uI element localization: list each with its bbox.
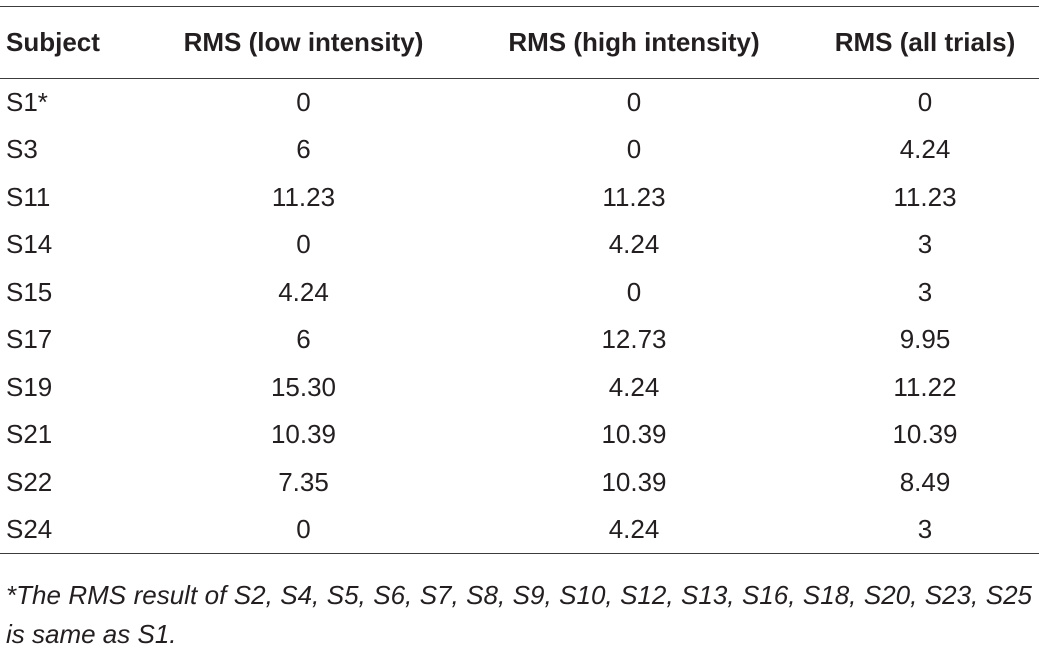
table-row: S21 10.39 10.39 10.39: [0, 411, 1039, 459]
cell-subject: S11: [6, 181, 51, 212]
cell-rms-low: 6: [296, 324, 311, 355]
table-row: S24 0 4.24 3: [0, 506, 1039, 554]
table-row: S1* 0 0 0: [0, 78, 1039, 126]
cell-rms-low: 4.24: [278, 276, 329, 307]
cell-subject: S1*: [6, 87, 48, 117]
cell-rms-all: 4.24: [899, 134, 951, 165]
cell-rms-high: 4.24: [608, 229, 660, 260]
table-row: S22 7.35 10.39 8.49: [0, 458, 1039, 506]
cell-rms-all: 3: [917, 276, 933, 307]
cell-subject: S3: [6, 134, 38, 165]
cell-rms-high: 0: [626, 87, 642, 117]
cell-rms-high: 4.24: [457, 506, 811, 554]
rms-table: Subject RMS (low intensity) RMS (high in…: [0, 6, 1039, 554]
cell-rms-low: 7.35: [278, 466, 329, 497]
cell-rms-all: 0: [917, 87, 933, 117]
header-rms-high-intensity: RMS (high intensity): [457, 6, 811, 79]
header-rms-all-trials: RMS (all trials): [811, 6, 1039, 79]
table-row: S17 6 12.73 9.95: [0, 316, 1039, 364]
header-rms-low-intensity: RMS (low intensity): [150, 6, 457, 79]
cell-rms-low: 0: [296, 87, 311, 117]
table-row: S14 0 4.24 3: [0, 221, 1039, 269]
cell-rms-all: 11.23: [893, 181, 957, 212]
table-footnote: *The RMS result of S2, S4, S5, S6, S7, S…: [6, 580, 1032, 649]
table-header: Subject RMS (low intensity) RMS (high in…: [0, 6, 1039, 79]
cell-subject: S17: [6, 324, 53, 355]
cell-rms-all: 3: [811, 506, 1039, 554]
cell-rms-low: 10.39: [270, 419, 337, 450]
cell-rms-all: 8.49: [899, 466, 951, 497]
cell-rms-high: 4.24: [608, 371, 660, 402]
cell-rms-low: 6: [296, 134, 311, 165]
cell-rms-low: 15.30: [270, 371, 337, 402]
table-body: S1* 0 0 0 S3 6 0 4.24 S11 11.23 11.23 11…: [0, 78, 1039, 554]
table-row: S11 11.23 11.23 11.23: [0, 173, 1039, 221]
cell-subject: S14: [6, 229, 53, 260]
table-row: S19 15.30 4.24 11.22: [0, 363, 1039, 411]
cell-subject: S19: [6, 371, 53, 402]
cell-rms-high: 10.39: [601, 466, 667, 497]
table-row: S3 6 0 4.24: [0, 126, 1039, 174]
cell-rms-high: 0: [626, 134, 642, 165]
cell-subject: S22: [6, 466, 53, 497]
cell-subject: S24: [0, 506, 150, 554]
cell-rms-all: 3: [917, 229, 933, 260]
header-subject: Subject: [0, 6, 150, 79]
cell-subject: S21: [6, 419, 53, 450]
cell-rms-all: 11.22: [893, 371, 957, 402]
cell-rms-all: 10.39: [892, 419, 958, 450]
cell-rms-low: 11.23: [271, 181, 336, 212]
table-row: S15 4.24 0 3: [0, 268, 1039, 316]
cell-rms-high: 11.23: [602, 181, 666, 212]
cell-rms-high: 12.73: [601, 324, 667, 355]
cell-rms-low: 0: [296, 229, 311, 260]
cell-rms-high: 10.39: [601, 419, 667, 450]
cell-rms-all: 9.95: [899, 324, 951, 355]
cell-subject: S15: [6, 276, 53, 307]
cell-rms-high: 0: [626, 276, 642, 307]
cell-rms-low: 0: [150, 506, 457, 554]
header-row: Subject RMS (low intensity) RMS (high in…: [0, 6, 1039, 79]
